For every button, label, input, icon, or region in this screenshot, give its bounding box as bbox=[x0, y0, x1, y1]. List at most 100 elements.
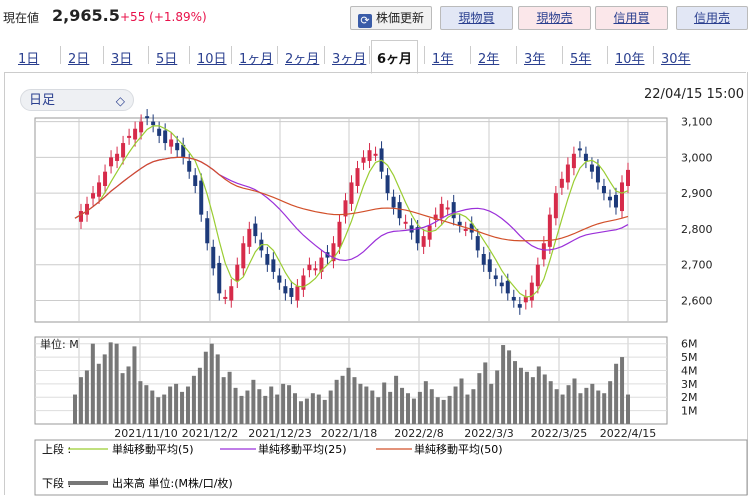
volume-bar bbox=[626, 394, 630, 424]
candle-body bbox=[535, 264, 540, 287]
volume-bar bbox=[400, 387, 405, 424]
period-select-value: 日足 bbox=[29, 93, 56, 108]
refresh-label: 株価更新 bbox=[375, 11, 424, 25]
volume-bar bbox=[447, 395, 452, 424]
tab-separator bbox=[607, 46, 608, 64]
candle-body bbox=[187, 160, 192, 172]
candle-body bbox=[199, 180, 204, 215]
candle-body bbox=[367, 150, 372, 161]
volume-bar bbox=[197, 367, 202, 424]
volume-bar bbox=[298, 401, 303, 424]
candle-body bbox=[523, 296, 528, 303]
tab-2[interactable]: 2日 bbox=[68, 52, 90, 67]
candle-body bbox=[445, 207, 450, 210]
volume-bar bbox=[108, 342, 113, 424]
volume-bar bbox=[471, 389, 476, 424]
candle-body bbox=[595, 166, 600, 183]
candle-body bbox=[295, 286, 300, 301]
volume-tick-label: 5M bbox=[681, 351, 698, 364]
volume-bar bbox=[144, 385, 149, 424]
tab-7[interactable]: 2ヶ月 bbox=[285, 52, 320, 67]
volume-bar bbox=[554, 389, 559, 424]
volume-tick-label: 2M bbox=[681, 391, 698, 404]
candle-body bbox=[626, 169, 630, 186]
volume-bar bbox=[489, 383, 494, 424]
candle-body bbox=[505, 280, 510, 294]
tab-1[interactable]: 1日 bbox=[18, 52, 40, 67]
tab-4[interactable]: 5日 bbox=[156, 52, 178, 67]
tab-separator bbox=[369, 46, 370, 64]
volume-bar bbox=[269, 386, 274, 424]
volume-bar bbox=[536, 366, 541, 424]
tab-separator bbox=[562, 46, 563, 64]
volume-bar bbox=[435, 397, 440, 424]
tab-12[interactable]: 3年 bbox=[524, 52, 546, 67]
tab-9[interactable]: 6ヶ月 bbox=[370, 40, 419, 74]
volume-bar bbox=[174, 383, 179, 424]
tab-8[interactable]: 3ヶ月 bbox=[332, 52, 367, 67]
volume-bar bbox=[310, 393, 315, 424]
margin-buy-button[interactable]: 信用買 bbox=[595, 6, 668, 30]
price-tick-label: 3,100 bbox=[681, 116, 713, 129]
volume-bar bbox=[316, 394, 321, 424]
candle-body bbox=[115, 153, 120, 161]
price-tick-label: 2,800 bbox=[681, 223, 713, 236]
price-change: +55 (+1.89%) bbox=[120, 10, 207, 24]
tab-6[interactable]: 1ヶ月 bbox=[239, 52, 274, 67]
period-tabs: 1日 2日 3日 5日 10日 1ヶ月 2ヶ月 3ヶ月 6ヶ月 1年 2年 3年 5年 10年 30年 bbox=[4, 40, 746, 74]
candle-body bbox=[91, 193, 96, 199]
volume-bar bbox=[334, 379, 339, 424]
tab-3[interactable]: 3日 bbox=[111, 52, 133, 67]
moving-average-line bbox=[74, 156, 629, 242]
volume-bar bbox=[513, 361, 518, 424]
volume-bar bbox=[524, 371, 529, 424]
volume-bar bbox=[370, 390, 375, 424]
candle-body bbox=[373, 153, 378, 156]
volume-bar bbox=[239, 395, 244, 424]
moving-average-line bbox=[74, 125, 629, 298]
tab-separator bbox=[324, 46, 325, 64]
candle-body bbox=[553, 193, 558, 219]
volume-bar bbox=[328, 390, 333, 424]
volume-bar bbox=[156, 397, 161, 424]
candle-body bbox=[151, 121, 156, 126]
tab-10[interactable]: 1年 bbox=[432, 52, 454, 67]
tab-11[interactable]: 2年 bbox=[478, 52, 500, 67]
volume-bar bbox=[114, 343, 119, 424]
volume-bar bbox=[614, 363, 619, 424]
volume-bar bbox=[162, 394, 167, 424]
tab-15[interactable]: 30年 bbox=[661, 52, 691, 67]
tab-5[interactable]: 10日 bbox=[197, 52, 227, 67]
candle-body bbox=[391, 196, 396, 208]
volume-bar bbox=[78, 377, 83, 424]
volume-bar bbox=[209, 343, 214, 424]
candle-body bbox=[265, 254, 270, 265]
margin-sell-button[interactable]: 信用売 bbox=[676, 6, 748, 30]
volume-bar bbox=[346, 367, 351, 424]
volume-bar bbox=[287, 385, 292, 424]
genbutsu-sell-button[interactable]: 現物売 bbox=[518, 6, 591, 30]
volume-bar bbox=[185, 386, 190, 424]
refresh-price-button[interactable]: ⟳ 株価更新 bbox=[350, 6, 432, 30]
tab-13[interactable]: 5年 bbox=[570, 52, 592, 67]
volume-bar bbox=[483, 362, 488, 424]
volume-bar bbox=[358, 383, 363, 424]
volume-bar bbox=[441, 399, 446, 424]
tab-14[interactable]: 10年 bbox=[615, 52, 645, 67]
volume-bar bbox=[620, 357, 625, 424]
volume-unit-label: 単位: M bbox=[40, 337, 79, 351]
tab-separator bbox=[653, 46, 654, 64]
current-price-value: 2,965.5 bbox=[52, 6, 120, 25]
candle-body bbox=[481, 254, 486, 265]
x-axis-label: 2022/2/8 bbox=[394, 427, 443, 440]
legend-volume: 出来高 単位:(M株/口/枚) bbox=[112, 476, 233, 490]
period-select[interactable]: 日足 ◇ bbox=[20, 89, 134, 111]
volume-bar bbox=[257, 389, 262, 424]
candle-body bbox=[85, 203, 90, 215]
candle-body bbox=[385, 175, 390, 194]
genbutsu-buy-button[interactable]: 現物買 bbox=[440, 6, 513, 30]
candle-body bbox=[607, 196, 612, 201]
volume-bar bbox=[578, 393, 583, 424]
volume-bar bbox=[180, 391, 185, 424]
